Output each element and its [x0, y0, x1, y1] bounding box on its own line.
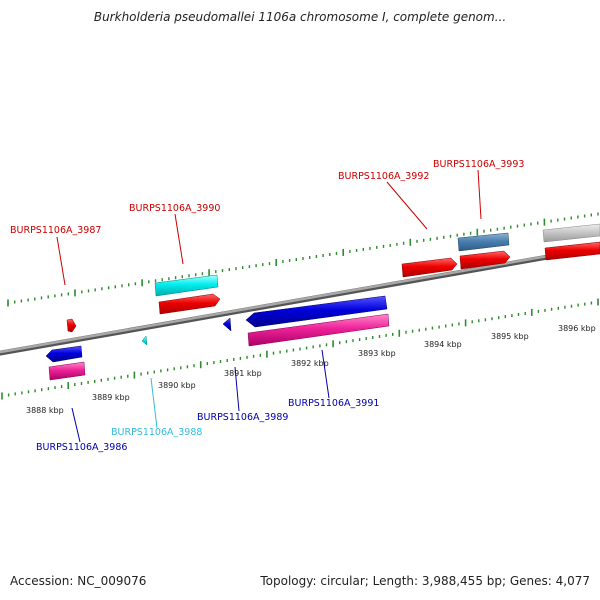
gene-arrow-right[interactable] — [544, 241, 600, 261]
forward-features — [66, 223, 600, 333]
cds-gray-right[interactable] — [542, 223, 600, 243]
gene-arrow-3988[interactable] — [141, 335, 148, 346]
tick-row-outer — [7, 212, 599, 307]
gene-label-3992[interactable]: BURPS1106A_3992 — [338, 171, 429, 182]
cds-cyan-3990[interactable] — [154, 274, 219, 297]
gene-arrow-3986[interactable] — [45, 345, 83, 363]
tick-row-inner — [1, 298, 599, 400]
gene-arrow-3989[interactable] — [245, 295, 388, 328]
gene-label-3988[interactable]: BURPS1106A_3988 — [111, 427, 202, 438]
gene-labels: BURPS1106A_3987 BURPS1106A_3990 BURPS110… — [10, 159, 524, 453]
scale-label-3890: 3890 kbp — [158, 381, 196, 390]
gene-label-3987[interactable]: BURPS1106A_3987 — [10, 225, 101, 236]
scale-label-3896: 3896 kbp — [558, 324, 596, 333]
gene-arrow-3990[interactable] — [158, 293, 221, 315]
scale-label-3893: 3893 kbp — [358, 349, 396, 358]
gene-arrow-3993[interactable] — [459, 250, 511, 270]
gene-arrow-3989-small[interactable] — [222, 317, 232, 332]
genome-backbone — [0, 245, 600, 356]
scale-label-3888: 3888 kbp — [26, 406, 64, 415]
gene-label-3993[interactable]: BURPS1106A_3993 — [433, 159, 524, 170]
gene-label-3990[interactable]: BURPS1106A_3990 — [129, 203, 220, 214]
gene-label-3986[interactable]: BURPS1106A_3986 — [36, 442, 127, 453]
accession-text: Accession: NC_009076 — [10, 574, 147, 588]
scale-label-3895: 3895 kbp — [491, 332, 529, 341]
scale-label-3894: 3894 kbp — [424, 340, 462, 349]
gene-arrow-3992[interactable] — [401, 257, 458, 278]
scale-label-3891: 3891 kbp — [224, 369, 262, 378]
scale-label-3889: 3889 kbp — [92, 393, 130, 402]
gene-label-3991[interactable]: BURPS1106A_3991 — [288, 398, 379, 409]
scale-labels: 3888 kbp 3889 kbp 3890 kbp 3891 kbp 3892… — [26, 324, 596, 415]
cds-pink-3986[interactable] — [48, 361, 86, 381]
gene-label-3989[interactable]: BURPS1106A_3989 — [197, 412, 288, 423]
leader-lines — [56, 169, 482, 443]
cds-steel-3993[interactable] — [457, 232, 510, 252]
map-title: Burkholderia pseudomallei 1106a chromoso… — [93, 10, 507, 24]
reverse-features — [45, 295, 390, 381]
genome-summary-text: Topology: circular; Length: 3,988,455 bp… — [260, 574, 590, 588]
scale-label-3892: 3892 kbp — [291, 359, 329, 368]
cds-pink-3991[interactable] — [247, 313, 390, 347]
gene-arrow-3987[interactable] — [66, 318, 77, 333]
